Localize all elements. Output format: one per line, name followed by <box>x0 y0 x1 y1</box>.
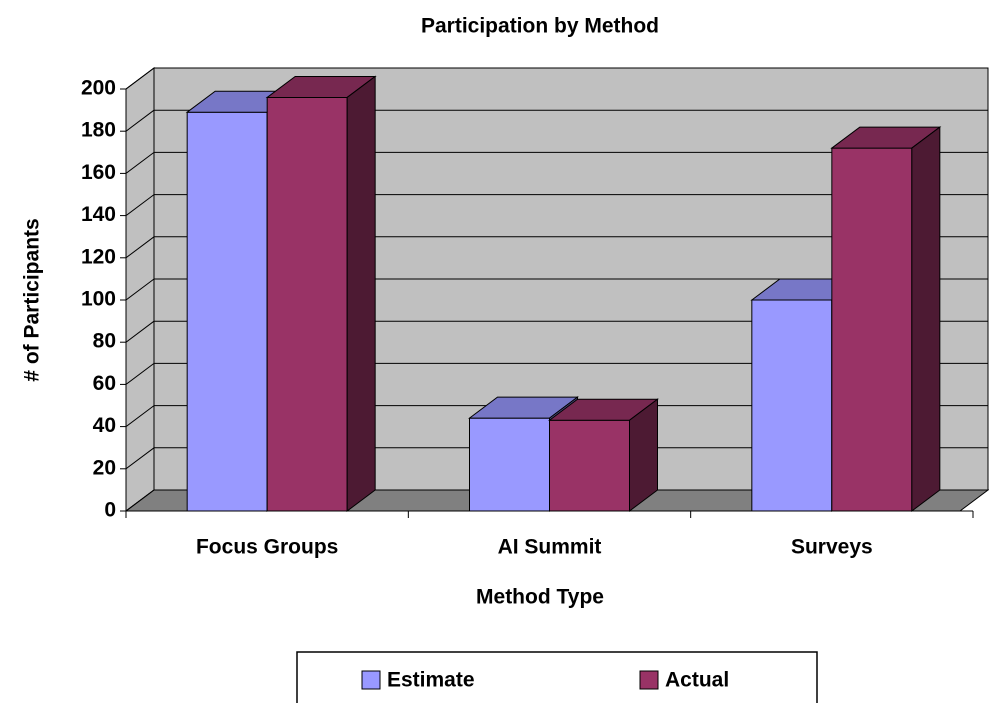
legend-label: Estimate <box>387 669 475 692</box>
bar-side <box>911 126 941 512</box>
bar-front <box>469 417 550 512</box>
x-axis-label: Method Type <box>476 586 604 609</box>
bar <box>830 126 942 512</box>
legend-swatch <box>639 670 659 690</box>
grid-line-side <box>125 236 155 259</box>
grid-line-side <box>125 67 155 90</box>
y-tick-label: 120 <box>81 245 116 268</box>
y-tick-label: 180 <box>81 119 116 142</box>
x-tick-label: Focus Groups <box>196 536 338 559</box>
y-tick-label: 140 <box>81 203 116 226</box>
y-tick-label: 40 <box>93 414 116 437</box>
bar-front <box>751 299 833 512</box>
bar-front <box>549 419 630 512</box>
bar-side <box>629 398 658 512</box>
y-tick-label: 200 <box>81 77 116 100</box>
y-tick-label: 160 <box>81 161 116 184</box>
legend-label: Actual <box>665 669 729 692</box>
bar <box>265 75 377 512</box>
grid-line-side <box>125 320 155 343</box>
bar-front <box>831 147 913 512</box>
chart-title: Participation by Method <box>421 15 659 38</box>
bar <box>548 398 659 512</box>
grid-line-side <box>125 489 155 512</box>
y-tick-label: 80 <box>93 330 116 353</box>
grid-line-side <box>125 405 155 428</box>
legend-swatch <box>361 670 381 690</box>
bar-front <box>186 111 268 512</box>
grid-line-side <box>125 447 155 470</box>
y-tick-label: 20 <box>93 456 116 479</box>
y-tick-label: 100 <box>81 288 116 311</box>
bar-side <box>346 75 376 512</box>
grid-line-side <box>125 109 155 132</box>
grid-line-side <box>125 362 155 385</box>
grid-line-side <box>125 278 155 301</box>
grid-line-side <box>125 194 155 217</box>
y-tick-label: 60 <box>93 372 116 395</box>
x-tick-label: AI Summit <box>498 536 602 559</box>
x-tick-label: Surveys <box>791 536 873 559</box>
bar-front <box>266 96 348 512</box>
grid-line-side <box>125 151 155 174</box>
y-axis-label: # of Participants <box>21 218 44 381</box>
y-tick-label: 0 <box>104 499 116 522</box>
legend-box <box>296 651 818 703</box>
